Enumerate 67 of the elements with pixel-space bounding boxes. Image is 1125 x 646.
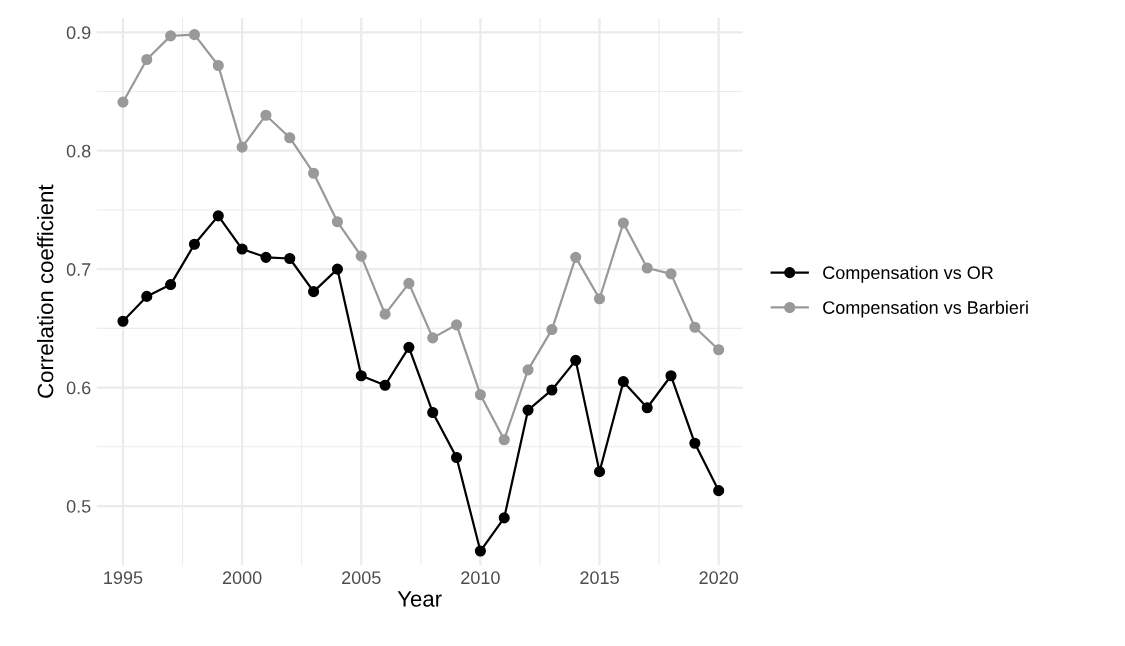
point bbox=[117, 96, 129, 108]
point bbox=[570, 251, 582, 263]
point bbox=[427, 406, 439, 419]
y-tick-label: 0.9 bbox=[66, 26, 91, 40]
point bbox=[498, 512, 510, 524]
point bbox=[427, 332, 439, 344]
y-tick-label: 0.5 bbox=[66, 499, 91, 513]
point bbox=[641, 402, 653, 414]
point bbox=[641, 262, 653, 274]
point bbox=[117, 315, 129, 327]
point bbox=[260, 109, 272, 121]
point bbox=[331, 216, 343, 228]
point bbox=[236, 243, 248, 255]
point bbox=[379, 308, 391, 320]
x-tick-label: 2015 bbox=[580, 571, 619, 585]
point bbox=[689, 437, 701, 449]
point bbox=[260, 251, 272, 263]
point bbox=[308, 167, 320, 179]
x-tick-label: 2010 bbox=[461, 571, 500, 585]
point bbox=[355, 370, 367, 382]
point bbox=[236, 141, 248, 153]
point bbox=[522, 404, 534, 416]
point bbox=[593, 293, 606, 305]
point bbox=[141, 53, 153, 66]
point bbox=[713, 344, 725, 356]
y-tick-label: 0.6 bbox=[66, 381, 91, 395]
point bbox=[593, 466, 606, 478]
point bbox=[713, 485, 725, 497]
point bbox=[665, 370, 677, 382]
point bbox=[617, 217, 629, 229]
x-tick-label: 2000 bbox=[222, 571, 262, 585]
point bbox=[403, 277, 415, 289]
point bbox=[617, 376, 629, 388]
point bbox=[474, 389, 486, 401]
y-tick-label: 0.7 bbox=[66, 263, 91, 276]
point bbox=[379, 379, 391, 391]
point bbox=[331, 263, 343, 275]
point bbox=[689, 321, 701, 333]
point bbox=[212, 210, 224, 222]
legend-label: Compensation vs Barbieri bbox=[823, 300, 1028, 318]
y-axis-title: Correlation coefficient bbox=[37, 184, 54, 398]
point bbox=[403, 341, 415, 353]
point bbox=[570, 354, 582, 366]
legend-label: Compensation vs OR bbox=[823, 265, 993, 283]
point bbox=[474, 545, 486, 557]
point bbox=[188, 29, 201, 41]
point bbox=[451, 319, 463, 331]
x-tick-label: 2020 bbox=[699, 571, 739, 585]
point bbox=[451, 451, 463, 464]
x-tick-label: 1995 bbox=[104, 571, 143, 585]
point bbox=[665, 268, 677, 280]
point bbox=[141, 290, 153, 302]
point bbox=[284, 252, 296, 265]
point bbox=[546, 324, 558, 336]
point bbox=[212, 59, 224, 72]
point bbox=[188, 238, 201, 250]
point bbox=[522, 364, 534, 376]
point bbox=[165, 279, 177, 291]
point bbox=[355, 250, 367, 262]
point bbox=[546, 384, 558, 396]
point bbox=[165, 30, 177, 42]
point bbox=[308, 286, 320, 298]
y-tick-label: 0.8 bbox=[66, 144, 91, 158]
point bbox=[284, 132, 296, 144]
point bbox=[498, 434, 510, 446]
x-tick-label: 2005 bbox=[342, 571, 381, 585]
x-axis-title: Year bbox=[397, 591, 442, 607]
